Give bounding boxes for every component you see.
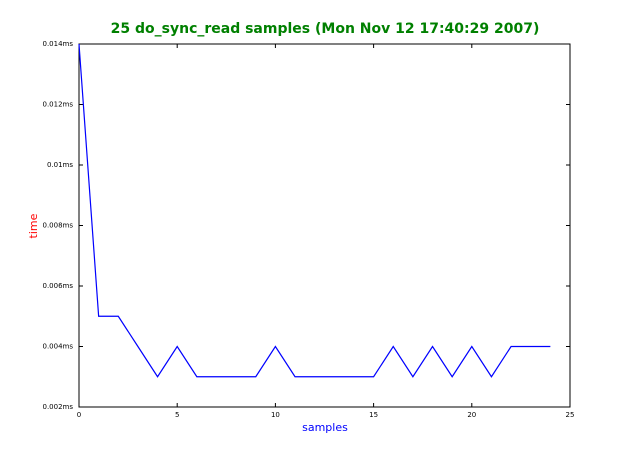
y-tick-label: 0.004ms	[42, 343, 73, 351]
y-tick-label: 0.002ms	[42, 403, 73, 411]
y-tick-label: 0.014ms	[42, 40, 73, 48]
y-tick-label: 0.008ms	[42, 222, 73, 230]
y-tick-label: 0.012ms	[42, 101, 73, 109]
y-axis-label: time	[27, 213, 40, 238]
x-axis-label: samples	[302, 421, 348, 434]
x-tick-label: 5	[175, 411, 179, 419]
data-line	[78, 43, 551, 378]
x-tick-label: 10	[271, 411, 280, 419]
x-tick-label: 15	[369, 411, 378, 419]
x-tick-label: 25	[566, 411, 575, 419]
x-tick-label: 0	[77, 411, 81, 419]
plot-frame	[78, 43, 571, 408]
chart-title: 25 do_sync_read samples (Mon Nov 12 17:4…	[111, 21, 540, 37]
y-tick-label: 0.01ms	[47, 161, 73, 169]
x-tick-label: 20	[467, 411, 476, 419]
y-tick-label: 0.006ms	[42, 282, 73, 290]
